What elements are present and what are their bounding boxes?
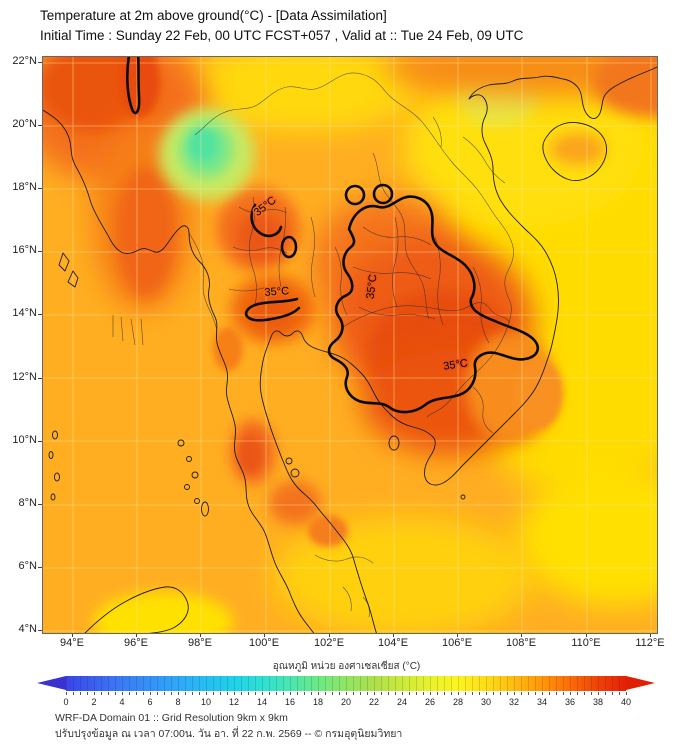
colorbar-tick-label: 24 bbox=[396, 697, 407, 707]
lon-tick-label: 100°E bbox=[248, 637, 280, 649]
colorbar-title: อุณหภูมิ หน่วย องศาเซลเซียส (°C) bbox=[272, 661, 421, 672]
temperature-field bbox=[43, 57, 657, 633]
axis-tick bbox=[200, 633, 201, 637]
axis-tick bbox=[38, 441, 42, 442]
lon-tick-label: 110°E bbox=[571, 637, 601, 649]
lat-tick-label: 10°N bbox=[12, 434, 37, 446]
lat-tick-label: 22°N bbox=[12, 55, 37, 67]
footer-update-info: ปรับปรุงข้อมูล ณ เวลา 07:00น. วัน อา. ที… bbox=[55, 728, 403, 740]
lat-tick-label: 20°N bbox=[12, 118, 37, 130]
axis-tick bbox=[393, 633, 394, 637]
axis-tick bbox=[72, 633, 73, 637]
lon-tick-label: 108°E bbox=[505, 637, 537, 649]
colorbar-tick-label: 20 bbox=[340, 697, 351, 707]
colorbar-tick-label: 4 bbox=[119, 697, 125, 707]
colorbar-tick-label: 32 bbox=[508, 697, 519, 707]
colorbar-right-arrow bbox=[626, 676, 655, 690]
colorbar-segments bbox=[66, 676, 626, 691]
lon-tick-label: 106°E bbox=[441, 637, 473, 649]
lon-tick-label: 104°E bbox=[377, 637, 409, 649]
colorbar-tick-label: 8 bbox=[175, 697, 181, 707]
lat-tick-label: 6°N bbox=[18, 560, 37, 572]
axis-tick bbox=[586, 633, 587, 637]
page-title: Temperature at 2m above ground(°C) - [Da… bbox=[40, 8, 387, 23]
contour-label-northeast: 35°C bbox=[365, 274, 380, 300]
colorbar-tick-label: 22 bbox=[368, 697, 379, 707]
axis-tick bbox=[38, 62, 42, 63]
colorbar-tick-label: 40 bbox=[620, 697, 631, 707]
axis-tick bbox=[38, 378, 42, 379]
colorbar-left-arrow bbox=[37, 676, 66, 690]
lon-tick-label: 94°E bbox=[60, 637, 84, 649]
axis-tick bbox=[521, 633, 522, 637]
colorbar-tick-label: 36 bbox=[564, 697, 575, 707]
map-canvas: 35°C 35°C 35°C 35°C bbox=[43, 57, 657, 633]
lon-tick-label: 112°E bbox=[635, 637, 665, 649]
lon-tick-label: 96°E bbox=[124, 637, 148, 649]
lat-tick-label: 16°N bbox=[12, 244, 37, 256]
lat-tick-label: 14°N bbox=[12, 307, 37, 319]
colorbar-tick-label: 28 bbox=[452, 697, 463, 707]
lat-lon-grid bbox=[43, 57, 657, 633]
temperature-map: 35°C 35°C 35°C 35°C bbox=[42, 56, 658, 634]
axis-tick bbox=[650, 633, 651, 637]
colorbar-gradient bbox=[66, 676, 626, 691]
contour-label-cambodia: 35°C bbox=[443, 357, 469, 372]
lat-tick-label: 8°N bbox=[18, 497, 37, 509]
axis-tick bbox=[38, 251, 42, 252]
colorbar-tick-label: 12 bbox=[228, 697, 239, 707]
axis-tick bbox=[38, 125, 42, 126]
axis-tick bbox=[38, 504, 42, 505]
colorbar-tick-label: 34 bbox=[536, 697, 547, 707]
lat-tick-label: 18°N bbox=[12, 181, 37, 193]
coastline bbox=[43, 66, 657, 633]
contour-35c-lines bbox=[126, 57, 539, 414]
axis-tick bbox=[38, 567, 42, 568]
axis-tick bbox=[329, 633, 330, 637]
footer: WRF-DA Domain 01 :: Grid Resolution 9km … bbox=[55, 710, 402, 742]
title-block: Temperature at 2m above ground(°C) - [Da… bbox=[40, 6, 523, 46]
lon-tick-label: 102°E bbox=[313, 637, 345, 649]
axis-tick bbox=[38, 314, 42, 315]
colorbar-tick-label: 10 bbox=[200, 697, 211, 707]
lat-tick-label: 4°N bbox=[18, 623, 37, 635]
axis-tick bbox=[264, 633, 265, 637]
footer-model-info: WRF-DA Domain 01 :: Grid Resolution 9km … bbox=[55, 712, 288, 724]
page-subtitle: Initial Time : Sunday 22 Feb, 00 UTC FCS… bbox=[40, 28, 524, 43]
colorbar-tick-label: 0 bbox=[63, 697, 69, 707]
colorbar-tick-label: 38 bbox=[592, 697, 603, 707]
contour-label-central: 35°C bbox=[264, 285, 289, 299]
axis-tick bbox=[457, 633, 458, 637]
colorbar-tick-label: 16 bbox=[284, 697, 295, 707]
axis-tick bbox=[136, 633, 137, 637]
colorbar-ticks bbox=[66, 692, 627, 695]
axis-tick bbox=[38, 630, 42, 631]
colorbar-tick-label: 18 bbox=[312, 697, 323, 707]
lon-tick-label: 98°E bbox=[188, 637, 212, 649]
lat-tick-label: 12°N bbox=[12, 371, 37, 383]
colorbar bbox=[37, 676, 656, 691]
colorbar-tick-label: 30 bbox=[480, 697, 491, 707]
colorbar-tick-label: 26 bbox=[424, 697, 435, 707]
colorbar-tick-label: 6 bbox=[147, 697, 153, 707]
axis-tick bbox=[38, 188, 42, 189]
colorbar-tick-label: 2 bbox=[91, 697, 97, 707]
colorbar-tick-label: 14 bbox=[256, 697, 267, 707]
